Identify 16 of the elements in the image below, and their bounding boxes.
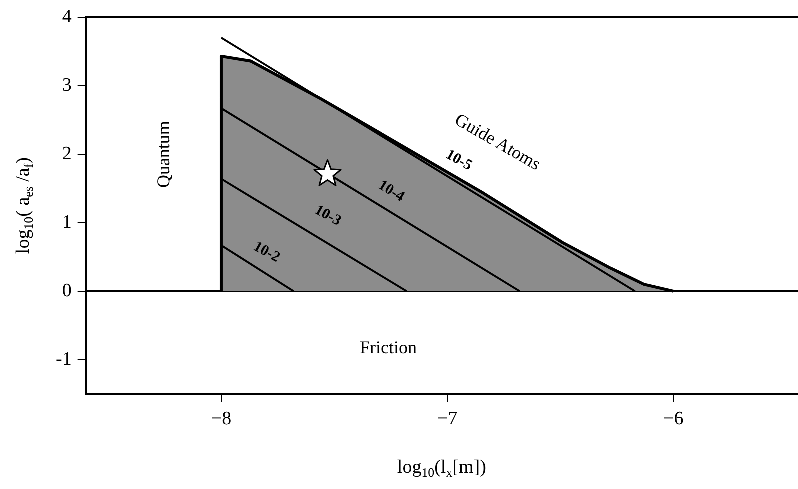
x-tick-label: −7 xyxy=(437,408,458,430)
x-tick-label: −8 xyxy=(211,408,232,430)
annotation: Friction xyxy=(360,338,417,358)
annotation: 10-2 xyxy=(250,238,283,266)
y-tick-label: 3 xyxy=(62,74,72,96)
y-tick-label: 1 xyxy=(62,212,72,233)
annotation: Quantum xyxy=(154,121,174,188)
annotation: 10-5 xyxy=(443,146,475,174)
y-tick-label: 0 xyxy=(62,280,72,302)
y-tick-label: -1 xyxy=(56,348,72,370)
annotation: 10-4 xyxy=(376,177,408,206)
annotation: 10-3 xyxy=(312,202,344,230)
y-tick-label: 2 xyxy=(62,143,72,164)
x-tick-label: −6 xyxy=(664,408,684,430)
y-tick-label: 4 xyxy=(62,6,72,28)
y-axis-title: log10( aes /af) xyxy=(12,158,36,254)
